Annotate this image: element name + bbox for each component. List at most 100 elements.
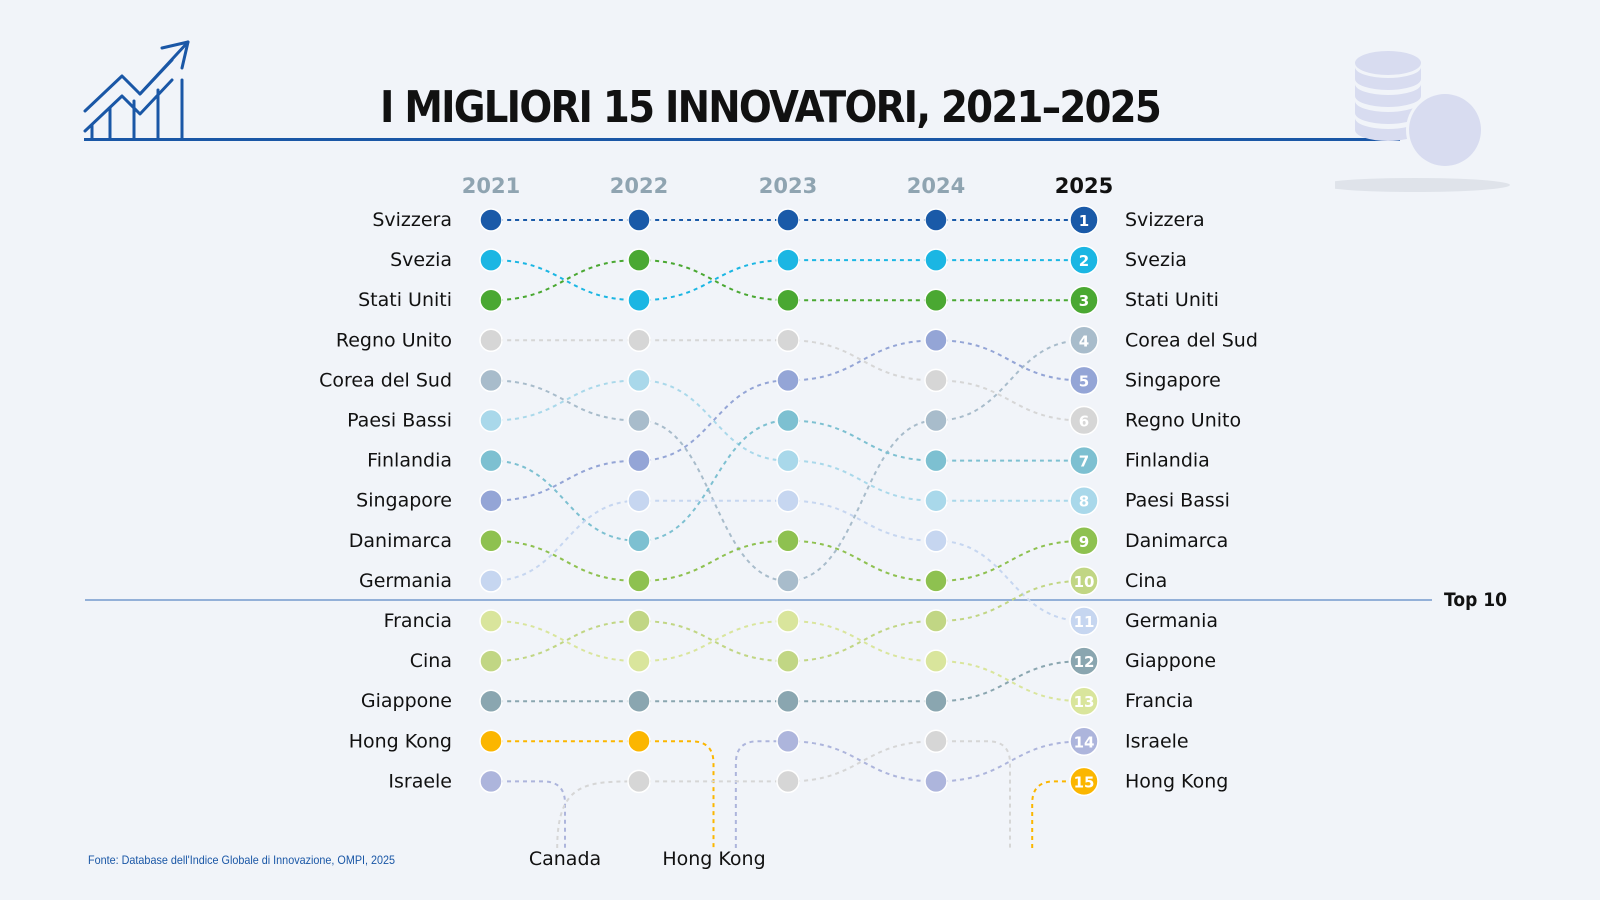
rank-dot bbox=[924, 769, 948, 794]
rank-dot bbox=[627, 288, 651, 312]
rank-dot bbox=[776, 248, 800, 272]
rank-dot bbox=[479, 368, 503, 393]
series-line-hong-kong bbox=[639, 740, 715, 848]
right-country-label: Germania bbox=[1125, 610, 1218, 632]
series-line-danimarca bbox=[935, 539, 1085, 582]
rank-dot bbox=[924, 488, 948, 513]
rank-dot bbox=[627, 208, 651, 232]
rank-dot bbox=[479, 769, 503, 794]
exit-label-hong-kong: Hong Kong bbox=[662, 848, 765, 870]
rank-dot bbox=[924, 448, 948, 473]
rank-number: 11 bbox=[1074, 613, 1095, 631]
series-line-canada bbox=[787, 740, 937, 783]
rank-dot bbox=[924, 649, 948, 673]
rank-dot bbox=[776, 448, 800, 473]
left-country-label: Regno Unito bbox=[336, 329, 452, 351]
year-header-2021: 2021 bbox=[462, 174, 520, 198]
series-line-finlandia bbox=[490, 459, 640, 542]
rank-dot bbox=[776, 729, 800, 754]
rank-dot bbox=[1069, 405, 1099, 436]
series-line-israele bbox=[787, 740, 937, 783]
right-country-label: Regno Unito bbox=[1125, 410, 1241, 432]
series-line-singapore bbox=[935, 339, 1085, 382]
rank-dot bbox=[627, 368, 651, 393]
right-country-label: Finlandia bbox=[1125, 450, 1210, 472]
left-country-label: Danimarca bbox=[349, 530, 452, 552]
series-line-svezia bbox=[490, 259, 640, 302]
series-line-francia bbox=[787, 620, 937, 663]
rank-dot bbox=[924, 569, 948, 593]
right-country-label: Francia bbox=[1125, 690, 1193, 712]
series-line-cina bbox=[490, 620, 640, 663]
rank-number: 9 bbox=[1079, 533, 1089, 551]
series-line-canada bbox=[556, 780, 640, 849]
exit-label-canada: Canada bbox=[529, 848, 601, 870]
series-line-finlandia bbox=[787, 419, 937, 462]
series-line-singapore bbox=[638, 379, 789, 462]
rank-dot bbox=[479, 488, 503, 513]
rank-dot bbox=[479, 328, 503, 353]
left-country-label: Germania bbox=[359, 570, 452, 592]
rank-dot bbox=[776, 569, 800, 593]
series-line-francia bbox=[638, 620, 789, 663]
source-note: Fonte: Database dell'Indice Globale di I… bbox=[88, 853, 396, 867]
left-country-label: Francia bbox=[384, 610, 452, 632]
rank-dot bbox=[627, 689, 651, 713]
rank-dot bbox=[627, 408, 651, 433]
rising-chart-icon bbox=[83, 40, 190, 140]
series-line-regno-unito bbox=[935, 379, 1085, 422]
rank-number: 15 bbox=[1074, 773, 1095, 791]
rank-dot bbox=[627, 569, 651, 593]
left-country-label: Svezia bbox=[390, 249, 452, 271]
right-country-label: Hong Kong bbox=[1125, 770, 1228, 792]
series-line-singapore bbox=[490, 459, 640, 502]
left-country-label: Svizzera bbox=[372, 209, 452, 231]
rank-dot bbox=[479, 248, 503, 272]
rank-dot bbox=[479, 448, 503, 473]
rank-dot bbox=[1069, 485, 1099, 516]
rank-dot bbox=[1069, 726, 1099, 757]
rank-dot bbox=[1069, 245, 1099, 275]
rank-dot bbox=[924, 328, 948, 353]
rank-dot bbox=[627, 769, 651, 794]
rank-number: 13 bbox=[1074, 693, 1095, 711]
rank-dot bbox=[479, 288, 503, 312]
rank-dot bbox=[627, 529, 651, 553]
series-line-giappone bbox=[935, 660, 1085, 703]
rank-dot bbox=[1069, 285, 1099, 315]
right-country-label: Stati Uniti bbox=[1125, 289, 1219, 311]
series-line-canada bbox=[936, 740, 1011, 848]
rank-dot bbox=[479, 208, 503, 232]
series-line-stati-uniti bbox=[490, 259, 640, 302]
year-header-2023: 2023 bbox=[759, 174, 817, 198]
series-line-finlandia bbox=[638, 419, 789, 542]
series-line-germania bbox=[935, 539, 1085, 622]
left-country-label: Giappone bbox=[361, 690, 452, 712]
series-line-svezia bbox=[638, 259, 789, 302]
rank-dot bbox=[627, 328, 651, 353]
rank-dot bbox=[479, 609, 503, 633]
right-country-label: Giappone bbox=[1125, 650, 1216, 672]
rank-dot bbox=[479, 529, 503, 553]
right-country-label: Svizzera bbox=[1125, 209, 1205, 231]
series-line-israele bbox=[935, 740, 1085, 783]
left-country-label: Finlandia bbox=[367, 450, 452, 472]
title-underline bbox=[84, 138, 1400, 141]
rank-dot bbox=[627, 248, 651, 272]
rank-dot bbox=[924, 208, 948, 232]
rank-dot bbox=[1069, 566, 1099, 596]
rank-dot bbox=[776, 208, 800, 232]
rank-dot bbox=[627, 448, 651, 473]
left-country-label: Cina bbox=[410, 650, 452, 672]
right-country-label: Svezia bbox=[1125, 249, 1187, 271]
right-country-label: Israele bbox=[1125, 730, 1189, 752]
rank-dot bbox=[924, 368, 948, 393]
rank-number: 1 bbox=[1079, 212, 1089, 230]
year-header-2024: 2024 bbox=[907, 174, 965, 198]
rank-dot bbox=[479, 729, 503, 754]
page-title: I MIGLIORI 15 INNOVATORI, 2021–2025 bbox=[379, 82, 1162, 133]
rank-number: 10 bbox=[1074, 573, 1095, 591]
rank-dot bbox=[776, 529, 800, 553]
series-line-corea-del-sud bbox=[935, 339, 1085, 422]
series-line-germania bbox=[490, 499, 640, 582]
